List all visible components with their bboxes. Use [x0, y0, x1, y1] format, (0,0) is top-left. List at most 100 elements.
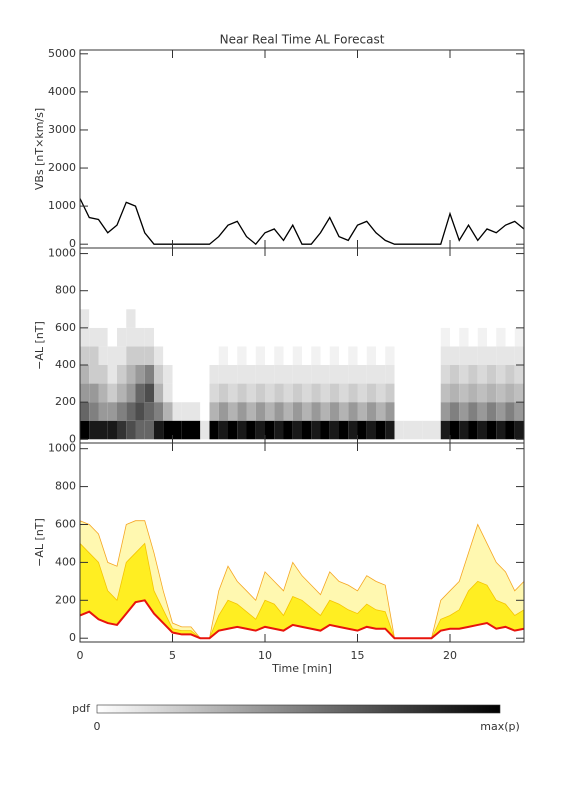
heat-cell [422, 402, 432, 421]
y-tick-label: 600 [55, 517, 76, 530]
heat-cell [191, 383, 201, 403]
y-tick-label: 1000 [48, 247, 76, 260]
heat-cell [274, 383, 284, 403]
heat-cell [126, 420, 136, 440]
heat-cell [237, 365, 247, 384]
heat-cell [144, 402, 154, 421]
heat-cell [477, 346, 487, 365]
heat-cell [107, 309, 117, 328]
y-tick-label: 2000 [48, 161, 76, 174]
heat-cell [487, 383, 497, 403]
heat-cell [311, 420, 321, 440]
heat-cell [514, 346, 524, 365]
heat-cell [292, 365, 302, 384]
heat-cell [237, 346, 247, 365]
heat-cell [302, 420, 312, 440]
heat-cell [385, 365, 395, 384]
heat-cell [107, 402, 117, 421]
heat-cell [302, 402, 312, 421]
heat-cell [302, 346, 312, 365]
heat-cell [265, 346, 275, 365]
heat-cell [228, 327, 238, 347]
heat-cell [413, 365, 423, 384]
heat-cell [126, 327, 136, 347]
heat-cell [80, 383, 90, 403]
heat-cell [292, 402, 302, 421]
heat-cell [181, 346, 191, 365]
heat-cell [348, 420, 358, 440]
heat-cell [209, 365, 219, 384]
heat-cell [339, 346, 349, 365]
heat-cell [450, 420, 460, 440]
y-tick-label: 200 [55, 593, 76, 606]
heat-cell [172, 346, 182, 365]
heat-cell [477, 420, 487, 440]
heat-cell [376, 309, 386, 328]
y-tick-label: 0 [69, 432, 76, 445]
x-tick-label: 0 [77, 649, 84, 662]
heat-cell [218, 402, 228, 421]
heat-cell [246, 383, 256, 403]
heat-cell [274, 420, 284, 440]
heat-cell [255, 309, 265, 328]
heat-cell [320, 365, 330, 384]
heat-cell [163, 365, 173, 384]
heat-cell [357, 346, 367, 365]
heat-cell [413, 327, 423, 347]
heat-cell [89, 309, 99, 328]
heat-cell [394, 420, 404, 440]
heat-cell [117, 346, 127, 365]
heat-cell [366, 346, 376, 365]
heat-cell [107, 365, 117, 384]
heat-cell [394, 365, 404, 384]
heat-cell [98, 346, 108, 365]
heat-cell [376, 420, 386, 440]
heat-cell [163, 402, 173, 421]
heat-cell [89, 365, 99, 384]
heat-cell [246, 402, 256, 421]
heat-cell [154, 402, 164, 421]
heat-cell [505, 402, 515, 421]
heat-cell [450, 309, 460, 328]
heat-cell [440, 402, 450, 421]
heat-cell [191, 327, 201, 347]
heat-cell [357, 402, 367, 421]
heat-cell [209, 420, 219, 440]
heat-cell [487, 420, 497, 440]
heat-cell [422, 309, 432, 328]
heat-cell [468, 420, 478, 440]
heat-cell [320, 402, 330, 421]
heat-cell [348, 327, 358, 347]
heat-cell [357, 309, 367, 328]
heat-cell [200, 402, 210, 421]
heat-cell [265, 365, 275, 384]
heat-cell [117, 383, 127, 403]
heat-cell [181, 402, 191, 421]
heat-cell [311, 327, 321, 347]
heat-cell [283, 402, 293, 421]
heat-cell [431, 402, 441, 421]
heat-cell [89, 383, 99, 403]
heat-cell [385, 346, 395, 365]
heat-cell [228, 383, 238, 403]
heat-cell [163, 327, 173, 347]
heat-cell [228, 402, 238, 421]
heat-cell [496, 402, 506, 421]
heat-cell [172, 383, 182, 403]
heat-cell [154, 309, 164, 328]
heat-cell [274, 327, 284, 347]
heat-cell [209, 327, 219, 347]
heat-cell [292, 383, 302, 403]
heat-cell [357, 420, 367, 440]
heat-cell [98, 383, 108, 403]
heat-cell [126, 365, 136, 384]
heat-cell [468, 327, 478, 347]
heat-cell [459, 420, 469, 440]
heat-cell [366, 327, 376, 347]
heat-cell [283, 346, 293, 365]
heat-cell [154, 327, 164, 347]
heat-cell [459, 402, 469, 421]
heat-cell [302, 327, 312, 347]
heat-cell [80, 309, 90, 328]
